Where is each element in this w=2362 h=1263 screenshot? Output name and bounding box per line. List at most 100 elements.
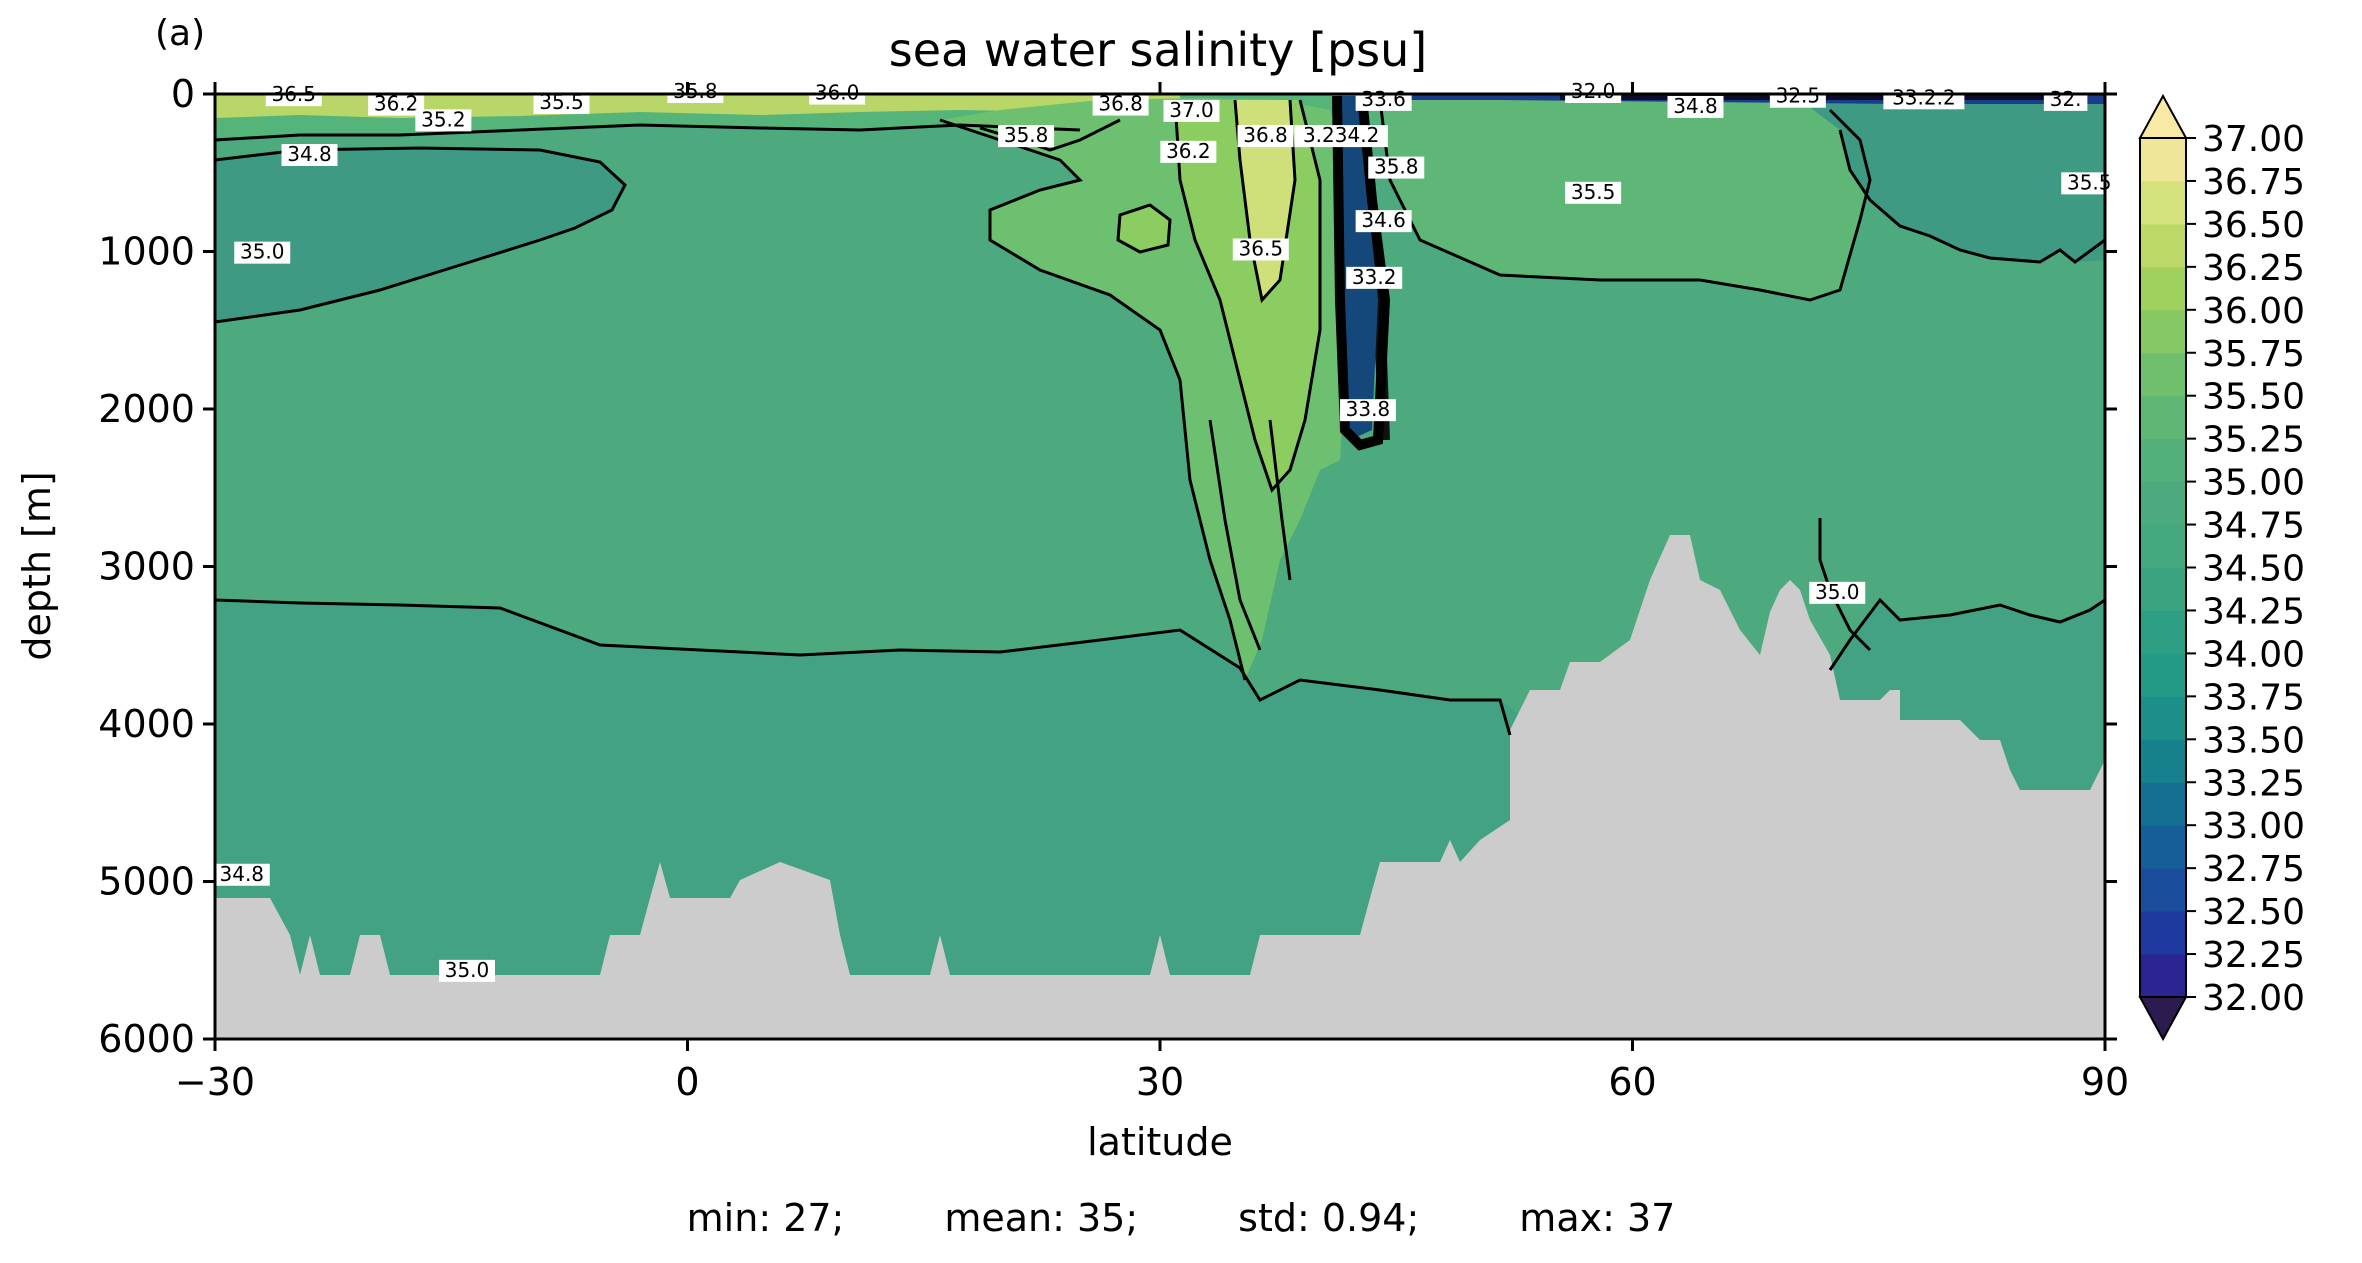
contour-label: 35.5	[1565, 180, 1622, 204]
contour-label-text: 33.2	[1352, 265, 1397, 289]
contour-label: 33.8	[1339, 397, 1396, 422]
contour-label: 32.0	[1565, 79, 1622, 103]
colorbar-tick-label: 34.00	[2202, 634, 2305, 675]
panel-label: (a)	[155, 13, 205, 54]
colorbar-tick-label: 36.00	[2202, 291, 2305, 332]
contour-label-text: 35.8	[1004, 123, 1049, 147]
colorbar-extend-max	[2138, 93, 2188, 139]
contour-label-text: 36.2	[374, 92, 419, 116]
contour-label-text: 35.2	[421, 107, 466, 131]
colorbar-tick-label: 32.25	[2202, 935, 2305, 976]
stat-std: std: 0.94;	[1238, 1196, 1420, 1240]
contour-label-text: 35.0	[240, 240, 285, 264]
contour-label: 33.6	[1355, 87, 1412, 111]
colorbar-band	[2140, 524, 2186, 568]
colorbar-tick-label: 32.00	[2202, 978, 2305, 1019]
colorbar-tick-label: 35.75	[2202, 334, 2305, 375]
contour-labels: 36.5 36.235.235.5 35.8 36.034.835.835.036.8…	[213, 79, 2118, 982]
contour-label-text: 34.8	[287, 142, 332, 166]
contour-label: 37.0	[1163, 98, 1220, 122]
colorbar-tick-label: 35.00	[2202, 463, 2305, 504]
x-tick-label: 90	[2081, 1060, 2129, 1104]
contour-label: 3.234.2	[1294, 123, 1388, 148]
colorbar-band	[2140, 610, 2186, 654]
y-axis: 0 1000 2000 3000 4000 5000 6000	[98, 72, 2117, 1061]
field-fresh-jet-outline	[1335, 96, 1390, 440]
contour-label: 34.8	[213, 862, 270, 886]
colorbar-band	[2140, 438, 2186, 483]
colorbar-tick-label: 33.25	[2202, 763, 2305, 804]
contour-label: 36.2	[1160, 139, 1217, 163]
contour-label: 34.6	[1355, 208, 1412, 233]
contour-label-text: 34.8	[220, 862, 265, 886]
colorbar-band	[2140, 395, 2186, 440]
contour-label: 35.0	[439, 958, 495, 982]
contour-label: 36.2	[368, 92, 425, 116]
colorbar-tick-label: 34.50	[2202, 549, 2305, 590]
contour-label-text: 32.5	[1776, 84, 1821, 108]
chart-title: sea water salinity [psu]	[889, 23, 1428, 77]
colorbar-tick-label: 36.50	[2202, 205, 2305, 246]
colorbar: 32.0032.2532.5032.7533.0033.2533.5033.75…	[2138, 93, 2305, 1042]
field-north-upper	[1380, 100, 1870, 300]
contour-label-text: 3.234.2	[1303, 123, 1379, 147]
seafloor-topography	[215, 535, 2105, 1039]
contour-label-text: 34.8	[1673, 94, 1718, 118]
contour-label-text: 32.0	[1571, 79, 1616, 103]
x-tick-label: −30	[175, 1060, 255, 1104]
y-axis-label: depth [m]	[15, 471, 59, 660]
colorbar-band	[2140, 567, 2186, 611]
contour-label-text: 35.5	[1571, 180, 1616, 204]
colorbar-band	[2140, 825, 2186, 869]
y-tick-label: 0	[171, 72, 195, 116]
x-axis: −30 0 30 60 90	[175, 82, 2129, 1104]
contour-label: 33.2	[1346, 265, 1403, 289]
colorbar-tick-label: 36.75	[2202, 162, 2305, 203]
contour-label: 34.8	[281, 142, 338, 166]
colorbar-tick-label: 32.75	[2202, 849, 2305, 890]
colorbar-tick-label: 35.25	[2202, 420, 2305, 461]
colorbar-band	[2140, 653, 2186, 697]
colorbar-extend-min	[2138, 996, 2188, 1042]
x-axis-label: latitude	[1087, 1120, 1233, 1164]
y-tick-label: 2000	[98, 387, 195, 431]
contour-label: 35.2	[415, 107, 472, 132]
colorbar-band	[2140, 481, 2186, 526]
x-tick-label: 30	[1136, 1060, 1184, 1104]
colorbar-band	[2140, 696, 2186, 740]
colorbar-band	[2140, 309, 2186, 354]
contour-label-text: 33.8	[1346, 397, 1391, 421]
contour-label-text: 33.2.2	[1892, 85, 1956, 109]
contour-label: 33.2.2	[1883, 85, 1965, 110]
colorbar-tick-label: 34.25	[2202, 591, 2305, 632]
colorbar-tick-label: 37.00	[2202, 119, 2305, 160]
field-arctic	[1800, 100, 2105, 262]
contour-label: 36.8	[1092, 92, 1149, 116]
contour-label-text: 36.8	[1098, 92, 1143, 116]
stat-mean: mean: 35;	[944, 1196, 1139, 1240]
colorbar-band	[2140, 739, 2186, 783]
colorbar-band	[2140, 782, 2186, 826]
colorbar-band	[2140, 180, 2186, 225]
y-tick-label: 1000	[98, 230, 195, 274]
colorbar-tick-label: 34.75	[2202, 506, 2305, 547]
contour-label: 36.5	[1232, 237, 1289, 261]
contour-label-text: 34.6	[1361, 208, 1406, 232]
colorbar-band	[2140, 266, 2186, 311]
colorbar-tick-label: 35.50	[2202, 377, 2305, 418]
colorbar-tick-label: 33.75	[2202, 677, 2305, 718]
contour-label-text: 35.0	[1815, 580, 1860, 604]
contour-label: 35.0	[234, 240, 291, 264]
contour-label: 35.8	[1368, 155, 1425, 179]
contour-label: 32.	[2043, 87, 2088, 111]
field-med-side	[1118, 205, 1170, 252]
y-tick-label: 5000	[98, 860, 195, 904]
plot-area	[215, 94, 2105, 1039]
y-tick-label: 4000	[98, 702, 195, 746]
contour-lines	[215, 99, 2105, 736]
contour-label: 35.0	[1809, 580, 1866, 604]
colorbar-band	[2140, 138, 2186, 182]
contour-label: 36.8	[1237, 123, 1294, 148]
contour-label-text: 36.5	[1239, 237, 1284, 261]
contour-label: 35.8	[998, 123, 1055, 148]
